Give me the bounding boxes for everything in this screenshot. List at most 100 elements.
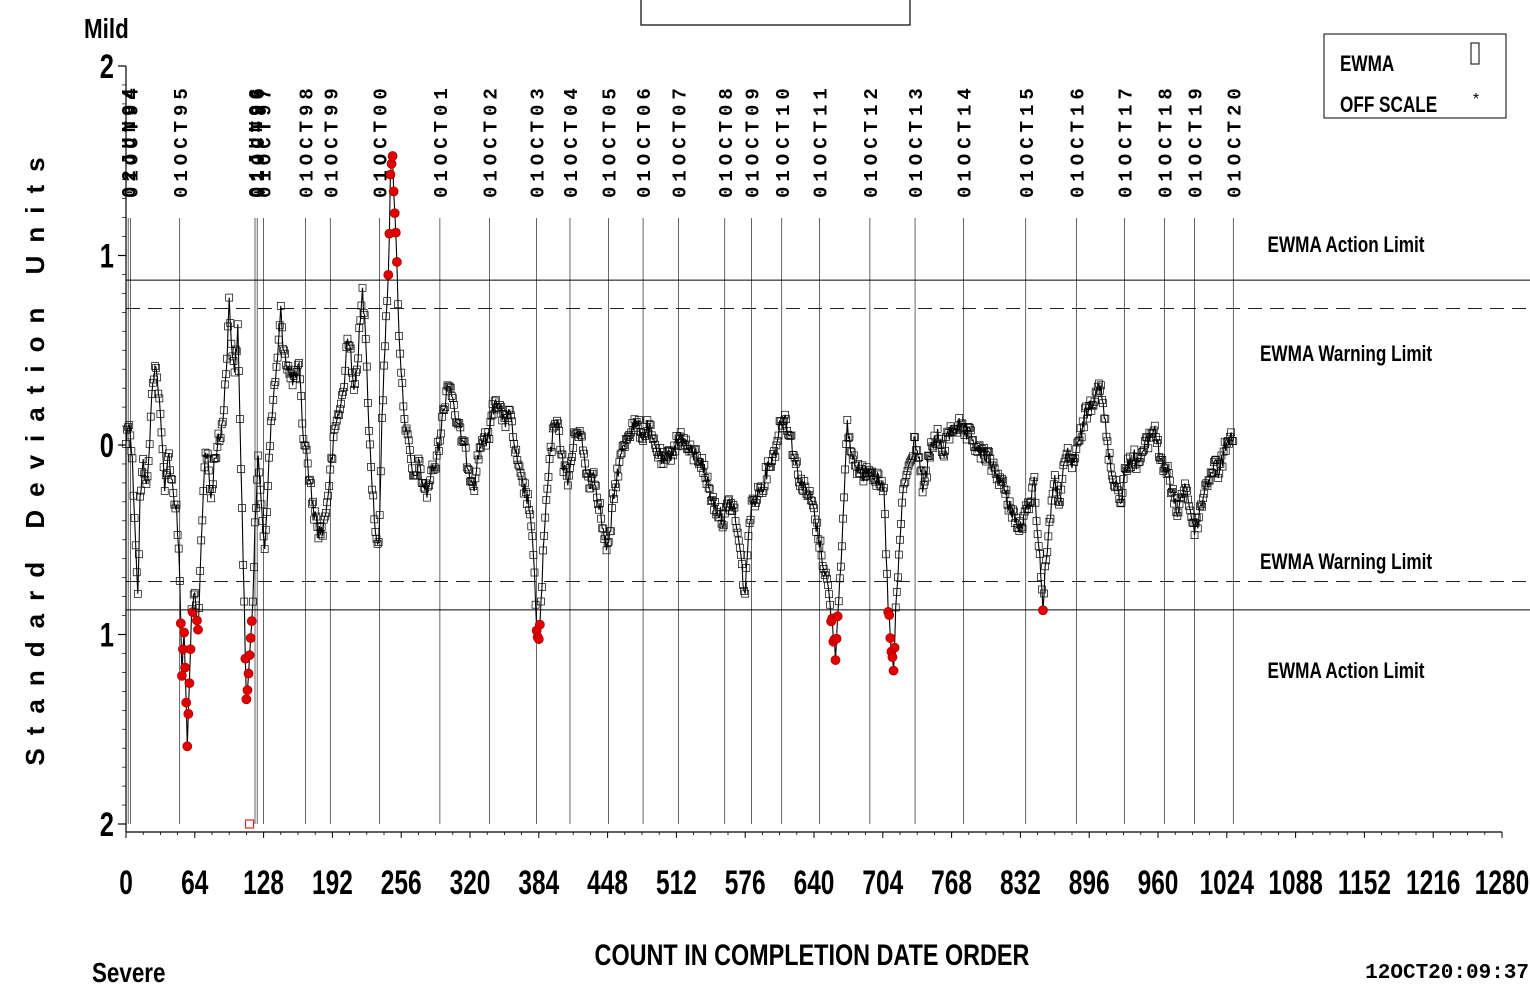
ewma-point — [1193, 524, 1202, 533]
ewma-point — [1078, 417, 1087, 426]
ewma-point — [741, 589, 750, 598]
y-tick-label: 1 — [100, 617, 114, 654]
ewma-point — [303, 459, 312, 468]
ewma-point — [345, 342, 354, 350]
ewma-point — [647, 431, 656, 440]
ewma-point — [1050, 471, 1059, 479]
ewma-point — [810, 504, 818, 513]
ewma-point — [596, 499, 604, 507]
ewma-point — [472, 467, 481, 476]
date-label: 01OCT94 — [121, 83, 143, 198]
ewma-point — [375, 511, 384, 520]
ewma-point — [238, 504, 246, 512]
ewma-point — [744, 532, 753, 540]
ewma-point — [1178, 494, 1187, 503]
ewma-point — [374, 538, 383, 547]
ewma-point — [323, 498, 331, 507]
ewma-point-out — [192, 615, 202, 626]
ewma-point — [315, 522, 324, 530]
ewma-point — [137, 486, 145, 495]
legend-square-icon — [1470, 42, 1480, 65]
ewma-point — [778, 424, 787, 432]
ewma-point — [1157, 454, 1166, 463]
ewma-point — [773, 437, 782, 445]
ewma-point — [469, 482, 478, 491]
ewma-point — [964, 423, 973, 432]
ewma-point — [824, 581, 832, 590]
ewma-point — [513, 456, 522, 465]
ewma-point — [454, 420, 463, 429]
ewma-point — [350, 385, 358, 394]
ewma-point — [925, 452, 933, 461]
ewma-point — [1127, 463, 1135, 472]
ewma-point — [508, 417, 516, 426]
ewma-point — [524, 490, 532, 499]
ewma-point — [264, 482, 272, 490]
ewma-point — [1130, 445, 1139, 454]
ewma-point — [229, 357, 238, 365]
ewma-point — [261, 525, 270, 534]
ewma-point — [236, 415, 244, 423]
date-label: 01OCT02 — [480, 83, 502, 198]
ewma-point — [590, 480, 599, 489]
ewma-point — [1120, 464, 1129, 472]
ewma-point — [769, 450, 778, 458]
ewma-point — [1057, 485, 1066, 494]
ewma-point — [501, 423, 510, 432]
ewma-point — [791, 460, 800, 468]
date-label: 01OCT99 — [321, 83, 343, 198]
ewma-point — [625, 431, 633, 439]
ewma-point — [608, 504, 616, 512]
ewma-point — [218, 417, 227, 426]
ewma-point — [486, 418, 495, 426]
ewma-point — [328, 455, 337, 463]
ewma-point — [1134, 458, 1143, 467]
ewma-point — [582, 470, 590, 478]
ewma-point — [230, 368, 239, 377]
bottom-label: Severe — [92, 958, 165, 989]
ewma-point — [1102, 432, 1111, 441]
ewma-point — [1183, 486, 1191, 495]
legend: EWMA OFF SCALE * — [1323, 33, 1507, 119]
ewma-point — [594, 500, 602, 508]
ewma-point — [380, 361, 388, 370]
ewma-point — [308, 499, 316, 508]
ewma-point — [156, 410, 165, 418]
ewma-point — [814, 535, 823, 544]
ewma-point — [175, 577, 184, 585]
ewma-point — [515, 462, 524, 471]
ewma-point — [300, 441, 309, 450]
ewma-point — [1026, 499, 1034, 507]
ewma-point — [254, 451, 263, 460]
date-label: 01OCT96 — [248, 83, 270, 198]
ewma-point — [705, 485, 714, 493]
ewma-point — [128, 454, 137, 463]
ewma-point — [614, 472, 623, 481]
ewma-point — [485, 435, 494, 444]
x-tick-label: 704 — [862, 864, 903, 902]
ewma-point — [1184, 495, 1192, 504]
ewma-point — [1186, 506, 1195, 515]
ewma-point — [902, 471, 911, 479]
date-label: 01OCT08 — [716, 83, 738, 198]
ewma-point — [1197, 500, 1205, 509]
ewma-point — [920, 477, 929, 486]
ewma-point-out — [181, 697, 192, 708]
ewma-point — [258, 516, 267, 525]
ewma-point — [483, 434, 492, 443]
ewma-point — [896, 535, 904, 544]
ewma-point — [1042, 556, 1051, 565]
ewma-point — [169, 489, 178, 497]
ewma-point-out — [887, 652, 898, 663]
ewma-point — [580, 449, 588, 458]
ewma-point-out — [387, 151, 398, 161]
ewma-point — [225, 293, 234, 302]
ewma-point — [378, 414, 386, 422]
ewma-point — [361, 335, 370, 343]
ewma-point — [759, 486, 768, 495]
date-label: 01OCT97 — [255, 83, 277, 198]
limit-label: EWMA Warning Limit — [1260, 550, 1432, 575]
ewma-point — [528, 532, 537, 541]
ewma-point — [962, 435, 971, 444]
ewma-point — [397, 368, 406, 377]
